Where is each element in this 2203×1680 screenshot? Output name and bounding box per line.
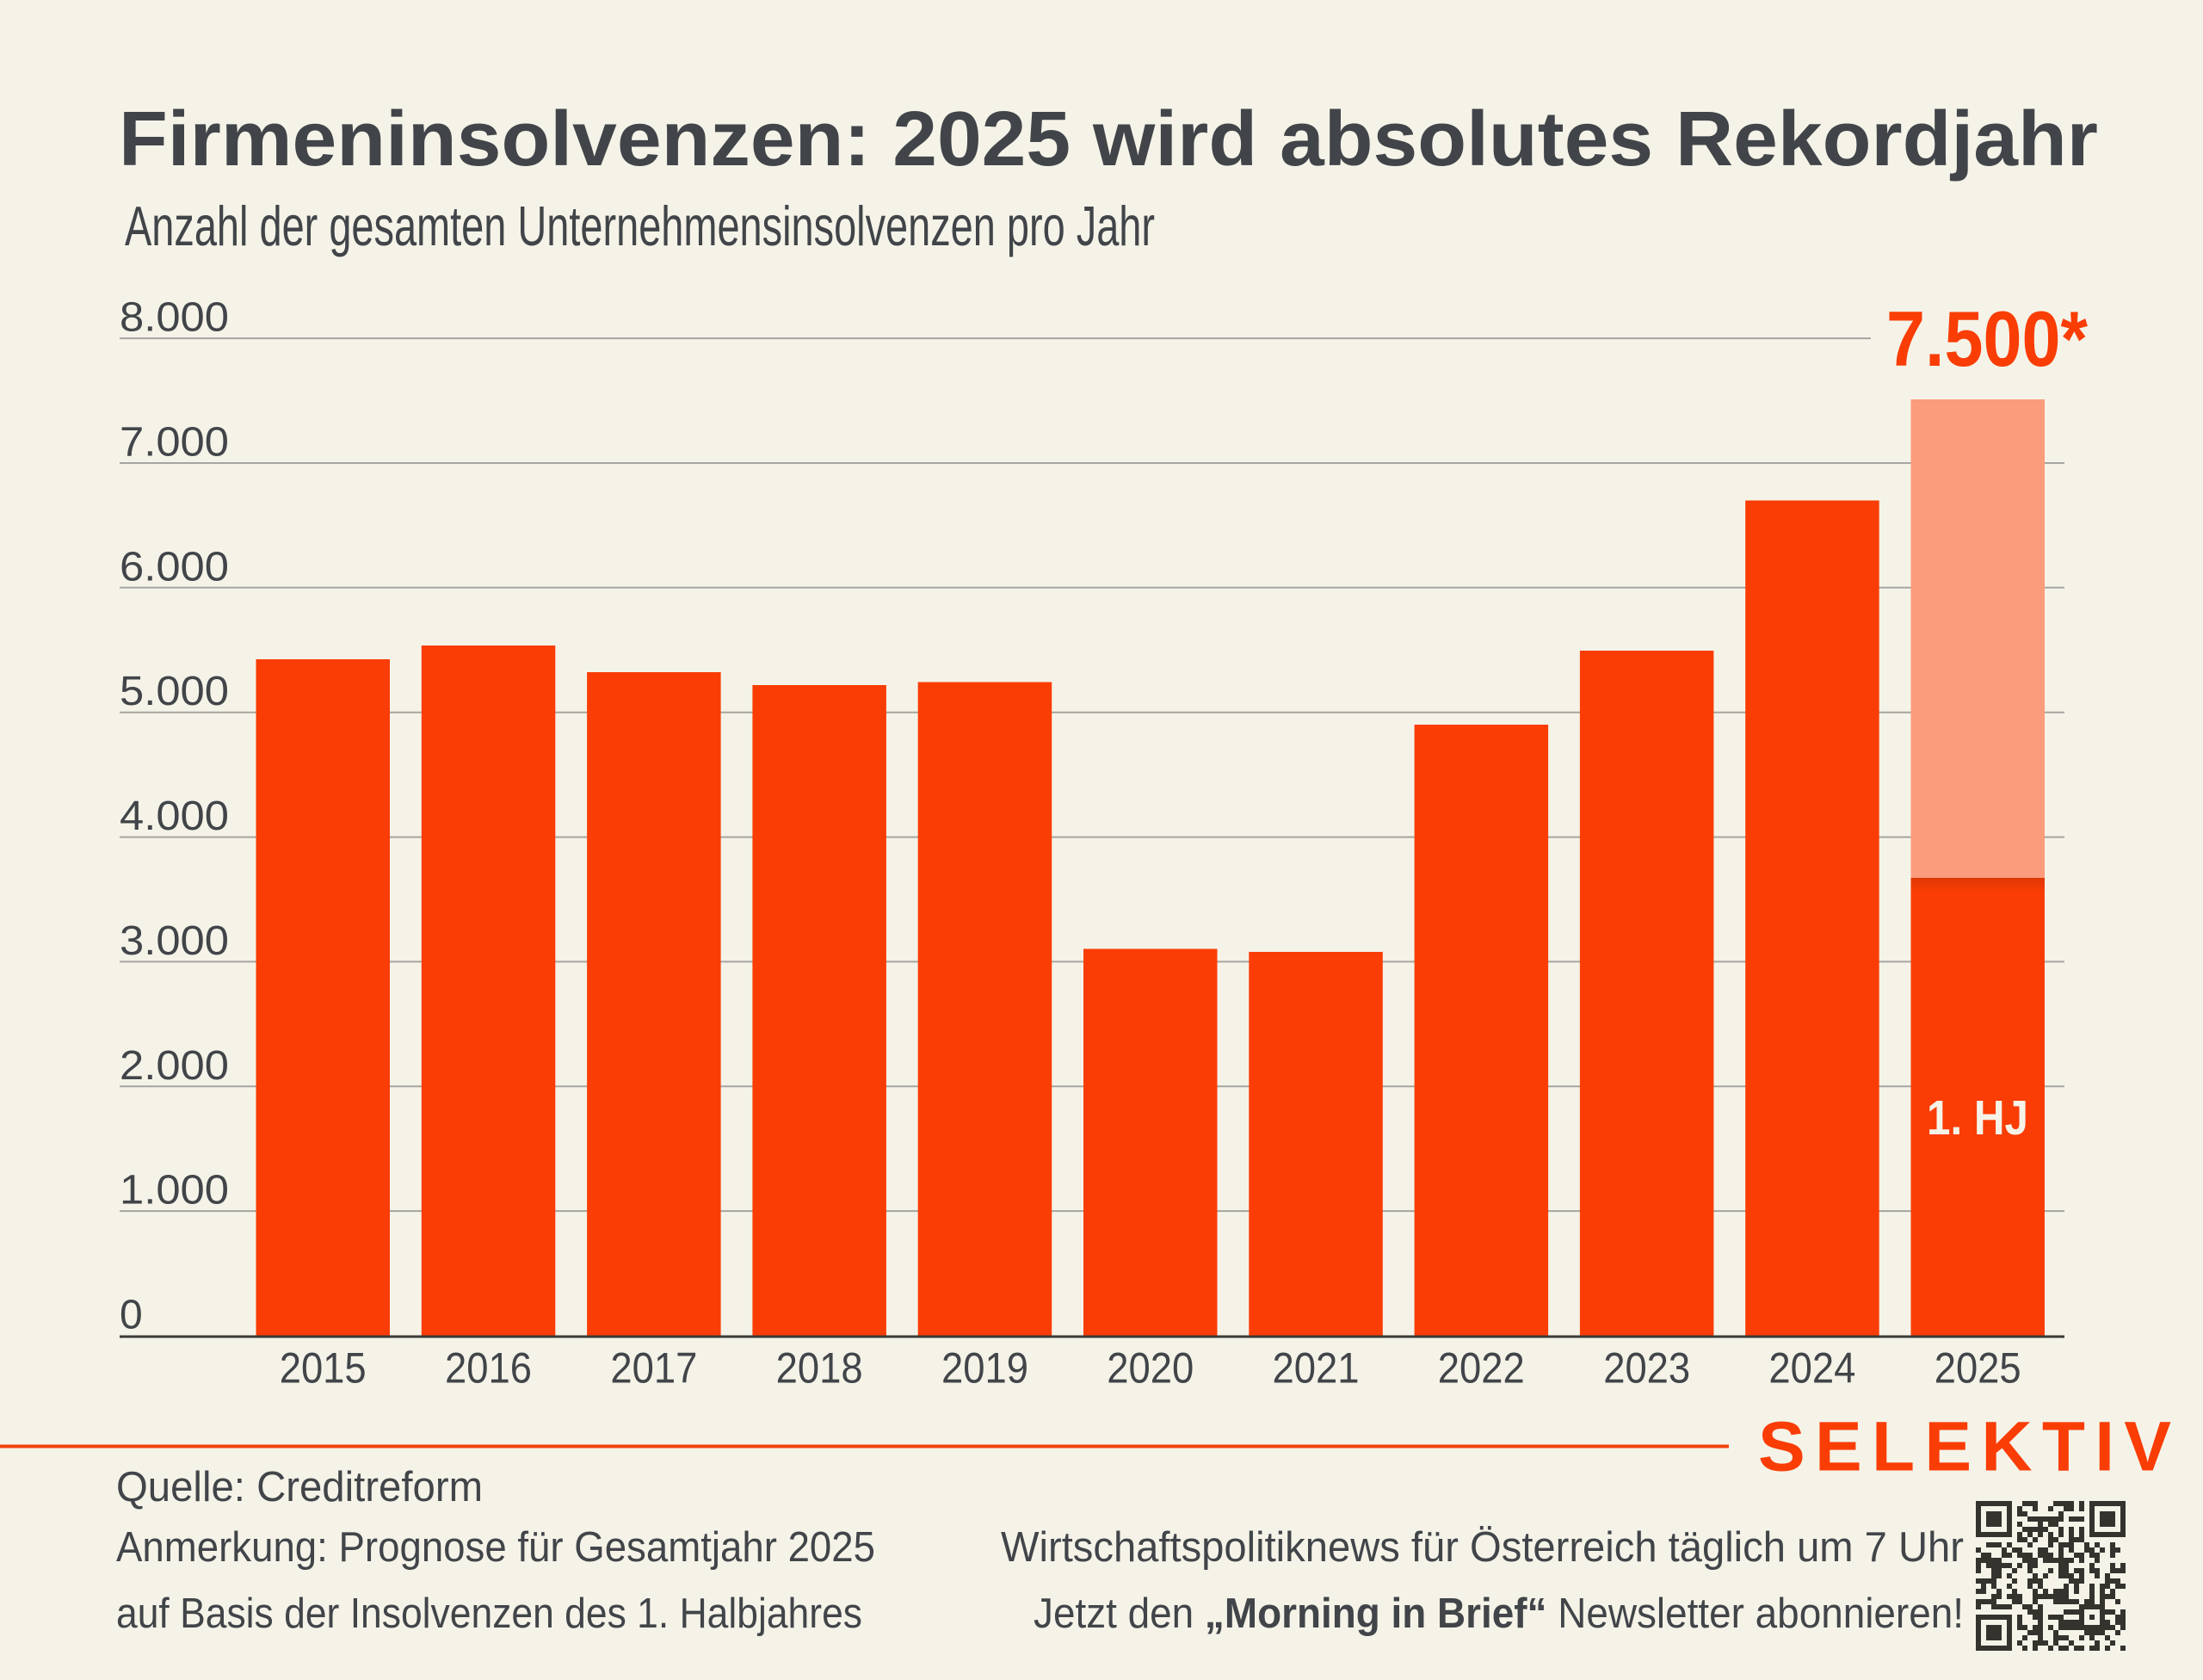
svg-text:2025: 2025	[1935, 1344, 2021, 1393]
svg-text:2016: 2016	[445, 1344, 532, 1393]
svg-text:Wirtschaftspolitiknews für Öst: Wirtschaftspolitiknews für Österreich tä…	[1001, 1523, 1964, 1571]
svg-text:2020: 2020	[1107, 1344, 1194, 1393]
svg-text:2021: 2021	[1273, 1344, 1360, 1393]
svg-text:3.000: 3.000	[120, 918, 229, 964]
svg-text:auf Basis der Insolvenzen des: auf Basis der Insolvenzen des 1. Halbjah…	[116, 1590, 862, 1637]
svg-text:5.000: 5.000	[120, 669, 229, 714]
svg-text:2022: 2022	[1438, 1344, 1525, 1393]
svg-text:8.000: 8.000	[120, 295, 229, 341]
svg-text:7.500*: 7.500*	[1886, 296, 2089, 383]
svg-text:2019: 2019	[941, 1344, 1028, 1393]
svg-text:2.000: 2.000	[120, 1043, 229, 1089]
svg-text:Anmerkung: Prognose für Gesamt: Anmerkung: Prognose für Gesamtjahr 2025	[116, 1523, 875, 1571]
svg-text:SELEKTIV: SELEKTIV	[1758, 1408, 2181, 1486]
svg-text:7.000: 7.000	[120, 420, 229, 466]
svg-text:Anzahl der gesamten Unternehme: Anzahl der gesamten Unternehmensinsolven…	[125, 195, 1155, 257]
svg-text:1.000: 1.000	[120, 1168, 229, 1214]
svg-text:2017: 2017	[610, 1344, 697, 1393]
svg-text:Quelle: Creditreform: Quelle: Creditreform	[116, 1463, 483, 1510]
svg-text:2018: 2018	[776, 1344, 863, 1393]
svg-text:Firmeninsolvenzen: 2025 wird a: Firmeninsolvenzen: 2025 wird absolutes R…	[119, 96, 2098, 182]
svg-text:1. HJ: 1. HJ	[1927, 1090, 2028, 1146]
svg-text:2024: 2024	[1768, 1344, 1855, 1393]
svg-text:6.000: 6.000	[120, 544, 229, 590]
svg-text:Jetzt den „Morning in Brief“ N: Jetzt den „Morning in Brief“ Newsletter …	[1034, 1590, 1964, 1637]
svg-text:0: 0	[120, 1293, 143, 1338]
svg-text:2015: 2015	[280, 1344, 367, 1393]
svg-text:2023: 2023	[1603, 1344, 1690, 1393]
svg-text:4.000: 4.000	[120, 794, 229, 839]
